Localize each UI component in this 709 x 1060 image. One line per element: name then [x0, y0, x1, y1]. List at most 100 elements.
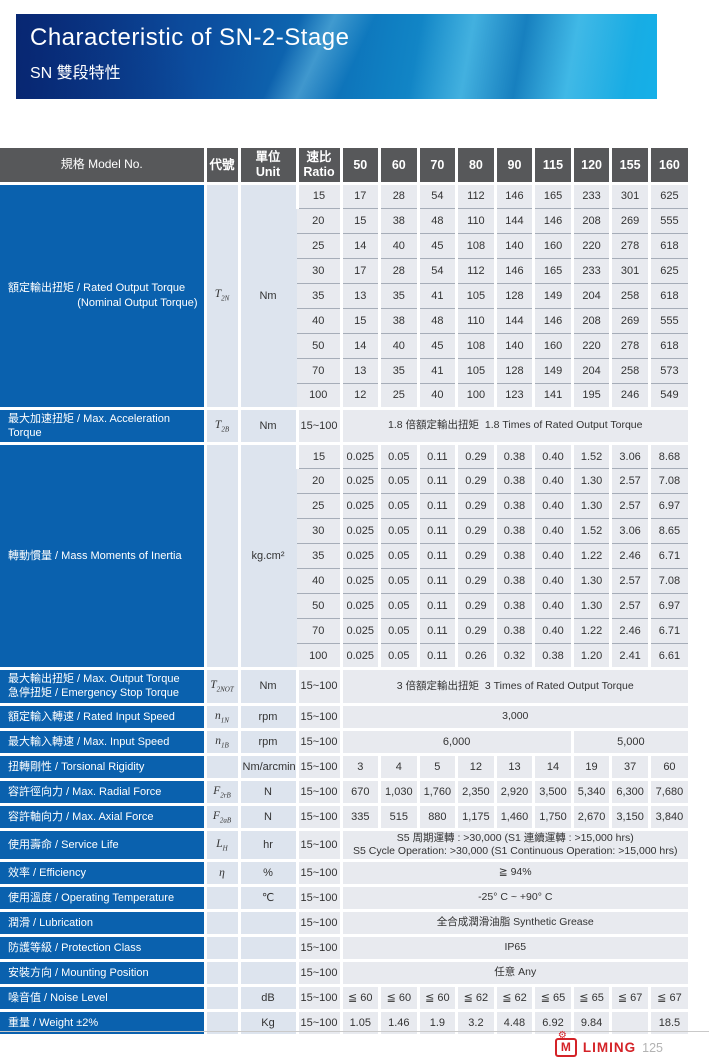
span-value-cell: IP65 [339, 935, 688, 962]
value-cell: 1.22 [570, 618, 611, 645]
table-row: 50 0.025 0.05 0.11 0.29 0.38 0.40 1.30 2.57 6.97 [0, 593, 688, 620]
value-cell: 1,175 [455, 804, 496, 831]
value-cell: 38 [378, 208, 419, 234]
unit-cell: Nm/arcmin [237, 754, 297, 781]
symbol-cell: T2B [203, 408, 239, 446]
table-row: 70 0.025 0.05 0.11 0.29 0.38 0.40 1.22 2.46 6.71 [0, 618, 688, 645]
table-row: 轉動慣量 / Mass Moments of Inertia kg.cm² 15 0.… [0, 443, 688, 671]
value-cell: 7,680 [647, 779, 688, 806]
table-row: 額定輸出扭矩 / Rated Output Torque (Nominal Out… [0, 183, 688, 410]
footer-divider [0, 1031, 709, 1032]
value-cell: 146 [493, 183, 534, 209]
unit-cell: Nm [237, 668, 297, 706]
value-cell: 0.29 [455, 543, 496, 570]
value-cell: 618 [647, 233, 688, 259]
section-label-text: 額定輸入轉速 / Rated Input Speed [8, 710, 175, 723]
value-cell [609, 1010, 650, 1037]
value-cell: 0.29 [455, 518, 496, 545]
section-label-text: 最大輸入轉速 / Max. Input Speed [8, 735, 170, 748]
value-cell: 0.05 [378, 443, 419, 470]
table-row: 35 13 35 41 105 128 149 204 258 618 [0, 283, 688, 309]
value-cell: 0.29 [455, 593, 496, 620]
value-cell: 7.08 [647, 468, 688, 495]
symbol-main: F [212, 809, 220, 822]
value-cell: 0.025 [339, 618, 380, 645]
value-cell: 208 [570, 308, 611, 334]
table-row: 100 0.025 0.05 0.11 0.26 0.32 0.38 1.20 2.41 6.61 [0, 643, 688, 671]
page-subtitle: SN 雙段特性 [30, 65, 121, 82]
table-row: 扭轉剛性 / Torsional Rigidity Nm/arcmin 15~100… [0, 754, 688, 781]
table-row: 潤滑 / Lubrication 15~100 全合成潤滑油脂 Synthetic … [0, 910, 688, 937]
value-cell: 0.38 [493, 443, 534, 470]
value-cell: 555 [647, 308, 688, 334]
value-cell: 160 [532, 233, 573, 259]
value-cell: 3 [339, 754, 380, 781]
value-cell: 6.71 [647, 618, 688, 645]
value-cell: 1.22 [570, 543, 611, 570]
value-cell: 25 [378, 383, 419, 410]
value-cell: 37 [609, 754, 650, 781]
table-row: 防護等級 / Protection Class 15~100 IP65 [0, 935, 688, 962]
value-cell: 0.38 [493, 543, 534, 570]
value-cell: 0.38 [493, 618, 534, 645]
section-label-text: 使用壽命 / Service Life [8, 838, 119, 851]
value-cell: 0.11 [416, 568, 457, 595]
value-cell: 0.40 [532, 468, 573, 495]
section-label-text: 最大輸出扭矩 / Max. Output Torque [8, 673, 180, 686]
section-label-text: 潤滑 / Lubrication [8, 916, 93, 929]
unit-cell: rpm [237, 704, 297, 731]
header-frame-size-column: 70 [416, 148, 457, 185]
value-cell: 618 [647, 283, 688, 309]
header-frame-size-column: 50 [339, 148, 380, 185]
value-cell: ≦ 65 [532, 985, 573, 1012]
value-cell: 9.84 [570, 1010, 611, 1037]
value-cell: 13 [339, 283, 380, 309]
value-cell: 0.025 [339, 568, 380, 595]
table-header: 規格 Model No. 代號 單位 Unit 速比 Ratio 50 60 70 80 90 1… [0, 148, 688, 185]
span-value-cell: ≧ 94% [339, 860, 688, 887]
value-cell: 670 [339, 779, 380, 806]
unit-cell: Nm [237, 408, 297, 446]
header-unit: 單位 Unit [237, 148, 297, 185]
unit-cell: % [237, 860, 297, 887]
value-cell: 41 [416, 358, 457, 384]
ratio-cell: 15~100 [295, 754, 341, 781]
value-cell: 258 [609, 358, 650, 384]
symbol-subscript: 1B [220, 740, 229, 749]
value-cell: 233 [570, 183, 611, 209]
span-value-cell: 6,000 [339, 729, 573, 756]
section-label: 轉動慣量 / Mass Moments of Inertia [0, 443, 205, 671]
value-cell: 38 [378, 308, 419, 334]
symbol-cell [203, 754, 239, 781]
value-cell: 6.61 [647, 643, 688, 671]
value-cell: 3,840 [647, 804, 688, 831]
page-title: Characteristic of SN-2-Stage [30, 24, 350, 51]
symbol-main: n [215, 734, 221, 747]
value-cell: 880 [416, 804, 457, 831]
ratio-cell: 25 [297, 233, 341, 259]
value-cell: 0.40 [532, 568, 573, 595]
section-label: 防護等級 / Protection Class [0, 935, 205, 962]
value-cell: 204 [570, 358, 611, 384]
value-cell: 0.11 [416, 543, 457, 570]
page-banner: Characteristic of SN-2-Stage SN 雙段特性 [16, 14, 657, 99]
value-cell: 1.30 [570, 568, 611, 595]
unit-cell: hr [237, 829, 297, 862]
section-label: 使用壽命 / Service Life [0, 829, 205, 862]
table-row: 35 0.025 0.05 0.11 0.29 0.38 0.40 1.22 2.46 6.71 [0, 543, 688, 570]
header-symbol: 代號 [203, 148, 239, 185]
ratio-cell: 35 [297, 283, 341, 309]
value-cell: 3.2 [455, 1010, 496, 1037]
table-row: 25 0.025 0.05 0.11 0.29 0.38 0.40 1.30 2.57 6.97 [0, 493, 688, 520]
value-cell: 48 [416, 208, 457, 234]
value-cell: 2.57 [609, 468, 650, 495]
section-label: 最大輸出扭矩 / Max. Output Torque 急停扭矩 / Emerge… [0, 668, 205, 706]
value-cell: 618 [647, 333, 688, 359]
value-cell: 100 [455, 383, 496, 410]
header-frame-size-column: 155 [609, 148, 650, 185]
ratio-cell: 15~100 [295, 935, 341, 962]
value-cell: 7.08 [647, 568, 688, 595]
value-cell: 0.38 [493, 518, 534, 545]
value-cell: 246 [609, 383, 650, 410]
section-label: 容許軸向力 / Max. Axial Force [0, 804, 205, 831]
